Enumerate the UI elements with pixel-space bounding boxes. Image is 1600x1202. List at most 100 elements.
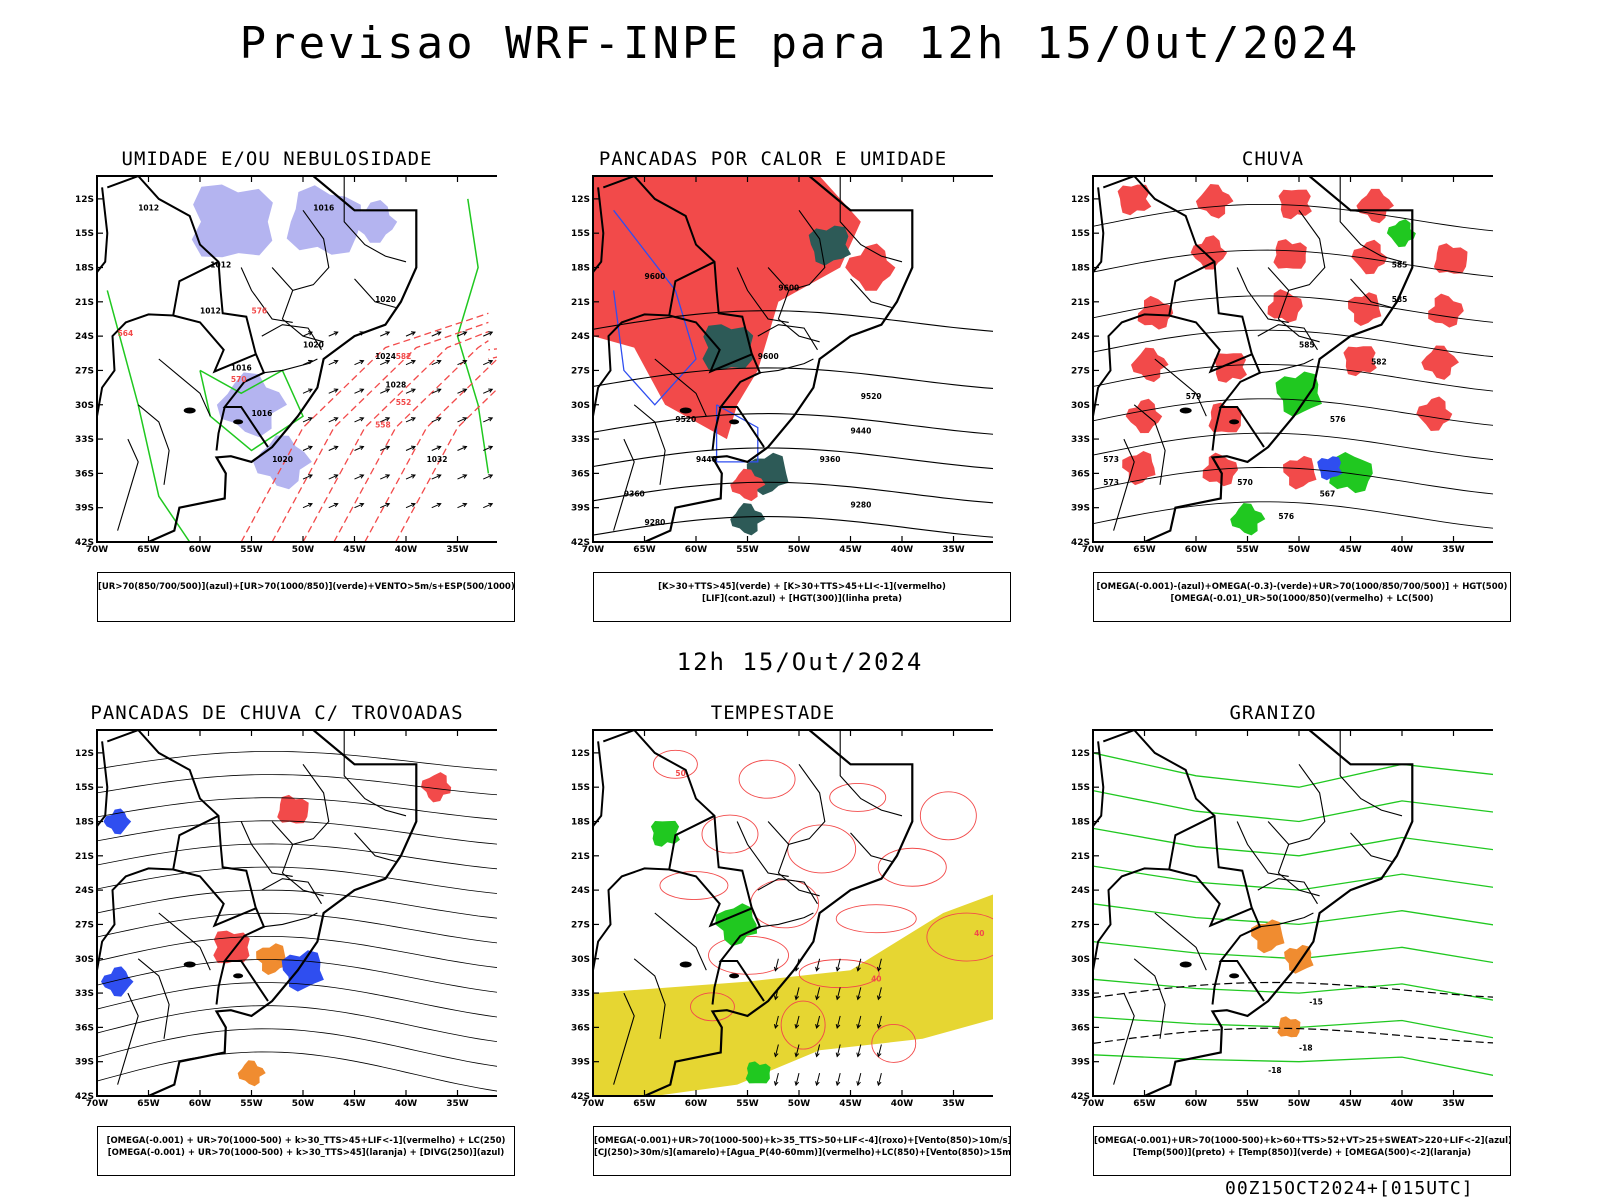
lon-label: 50W [292, 1099, 315, 1109]
contour-label: 9360 [820, 455, 841, 464]
wind-vector [457, 360, 467, 366]
temperature-500-contour [1093, 981, 1493, 999]
wind-area [745, 1061, 771, 1084]
state-border [777, 290, 820, 343]
height-contour [1093, 249, 1493, 278]
contour-label: 9440 [851, 426, 872, 435]
wind-vector [483, 417, 493, 423]
panel-pancadas-calor: PANCADAS POR CALOR E UMIDADE 9600 9600 960… [553, 148, 1011, 648]
state-border [1154, 912, 1207, 971]
panel-tempestade: TEMPESTADE 40 40 50 12S 15S 18S 21S 24S 27S 30S 33… [553, 702, 1011, 1202]
state-border [343, 176, 407, 263]
wind-vector [815, 966, 820, 972]
lat-label: 30S [75, 401, 94, 411]
wind-vector [815, 995, 820, 1001]
jet-stream-area [593, 894, 993, 1096]
state-border [1259, 358, 1314, 374]
lat-label: 15S [75, 229, 94, 239]
streamline [690, 992, 735, 1022]
lat-label: 36S [75, 1023, 94, 1033]
contour-label: 1020 [303, 341, 324, 350]
wind-vector [856, 966, 861, 972]
wind-vector [773, 966, 779, 972]
state-border [343, 730, 407, 817]
wind-vector [457, 417, 467, 423]
lon-label: 40W [395, 1099, 418, 1109]
wind-vector [462, 417, 468, 422]
wind-vector [405, 331, 416, 337]
wind-vector [877, 987, 882, 1000]
wind-vector [488, 359, 494, 365]
wind-vector [385, 502, 391, 508]
rain-area [1275, 371, 1322, 417]
height-contour [1093, 364, 1493, 392]
wind-vector [354, 360, 364, 366]
state-border [850, 832, 892, 863]
coastline [1144, 730, 1414, 1096]
streamline [871, 1023, 917, 1063]
wind-vector [876, 1023, 882, 1029]
wind-vector [773, 995, 779, 1001]
streamline [97, 820, 497, 845]
wind-vector [795, 987, 800, 1000]
country-border [602, 176, 765, 448]
wind-vector [836, 987, 841, 1000]
wind-vector [462, 502, 468, 508]
wind-vector [328, 417, 338, 423]
state-border [240, 821, 293, 877]
contour-label: 579 [1186, 392, 1202, 401]
instability-area [845, 243, 896, 291]
wind-vector [488, 445, 494, 450]
lake-mark [679, 407, 692, 414]
streamline [829, 783, 887, 812]
wind-vector [836, 1015, 841, 1029]
state-border [613, 438, 635, 531]
streamline [97, 935, 497, 968]
lat-label: 30S [75, 955, 94, 965]
rain-area [1347, 292, 1382, 326]
instability-area [593, 176, 861, 440]
coastline [1144, 176, 1414, 542]
lake-mark [233, 973, 244, 979]
wind-vector [354, 474, 364, 480]
contour-label: 1032 [427, 455, 448, 464]
wind-vector [431, 331, 441, 337]
lat-label: 42S [1071, 1092, 1090, 1102]
wind-vector [488, 474, 494, 479]
wind-vector [835, 1023, 841, 1029]
country-border [711, 406, 722, 451]
state-border [1133, 958, 1166, 1039]
wind-vector [431, 388, 441, 394]
wind-vector [877, 1044, 882, 1057]
state-border [261, 324, 322, 351]
thickness-contour [240, 312, 489, 542]
streamline [798, 959, 880, 989]
lat-label: 12S [75, 195, 94, 205]
wind-vector [794, 1052, 800, 1058]
wind-vector [385, 445, 391, 450]
map-layers [97, 730, 497, 1096]
thickness-contour [271, 321, 489, 542]
coastline [644, 176, 914, 542]
rain-area [1273, 239, 1307, 269]
wind-vector [410, 359, 416, 365]
map-layers: 1012 1016 1012 1020 1020 1016 1012 1016 1020 1024… [97, 176, 497, 542]
wind-vector [405, 360, 416, 366]
wind-vector [876, 1081, 882, 1087]
contour-label: 9360 [624, 489, 645, 498]
contour-label: 9280 [645, 518, 666, 527]
lat-label: 15S [1071, 783, 1090, 793]
contour-label: 1012 [138, 203, 159, 212]
lon-label: 40W [395, 545, 418, 555]
wind-vector [354, 417, 364, 423]
divergence-area [281, 950, 324, 992]
contour-label: 9520 [675, 415, 696, 424]
wind-vector [857, 1015, 862, 1029]
lifted-index-contour [612, 209, 697, 406]
wind-vector [307, 417, 313, 422]
lat-label: 12S [571, 749, 590, 759]
wind-vector [795, 1044, 800, 1057]
country-border [106, 176, 269, 448]
wind-vector [436, 502, 442, 508]
streamline [701, 814, 759, 854]
